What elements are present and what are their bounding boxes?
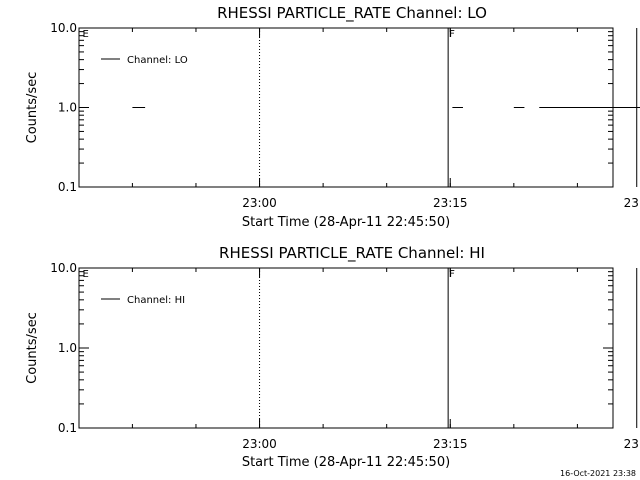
x-tick-label: 23:30 (624, 437, 640, 451)
flag-label: F (449, 269, 455, 280)
y-axis-label: Counts/sec (25, 72, 40, 144)
flag-label: E (83, 269, 89, 280)
y-tick-label: 1.0 (58, 341, 77, 355)
y-tick-label: 1.0 (58, 101, 77, 115)
y-tick-label: 0.1 (58, 421, 77, 435)
plot-frame (78, 267, 614, 429)
y-tick-label: 10.0 (50, 261, 77, 275)
plot-frame (78, 27, 614, 188)
x-tick-label: 23:15 (433, 437, 468, 451)
generated-timestamp: 16-Oct-2021 23:38 (560, 469, 636, 478)
y-axis-label: Counts/sec (25, 312, 40, 384)
legend-label: Channel: LO (127, 55, 188, 66)
flag-label: F (449, 29, 455, 40)
y-tick-label: 10.0 (50, 21, 77, 35)
chart-title: RHESSI PARTICLE_RATE Channel: LO (217, 4, 487, 23)
legend-label: Channel: HI (127, 295, 185, 306)
x-tick-label: 23:15 (433, 196, 468, 210)
x-tick-label: 23:00 (242, 437, 277, 451)
flag-label: E (83, 29, 89, 40)
chart-title: RHESSI PARTICLE_RATE Channel: HI (219, 244, 485, 263)
x-tick-label: 23:30 (624, 196, 640, 210)
x-axis-label: Start Time (28-Apr-11 22:45:50) (242, 215, 450, 230)
panel-hi: RHESSI PARTICLE_RATE Channel: HI 0.1 1.0 10… (25, 244, 640, 470)
y-tick-label: 0.1 (58, 180, 77, 194)
panel-lo: RHESSI PARTICLE_RATE Channel: LO 0.1 1.0 10… (25, 4, 640, 230)
x-axis-label: Start Time (28-Apr-11 22:45:50) (242, 455, 450, 470)
x-tick-label: 23:00 (242, 196, 277, 210)
